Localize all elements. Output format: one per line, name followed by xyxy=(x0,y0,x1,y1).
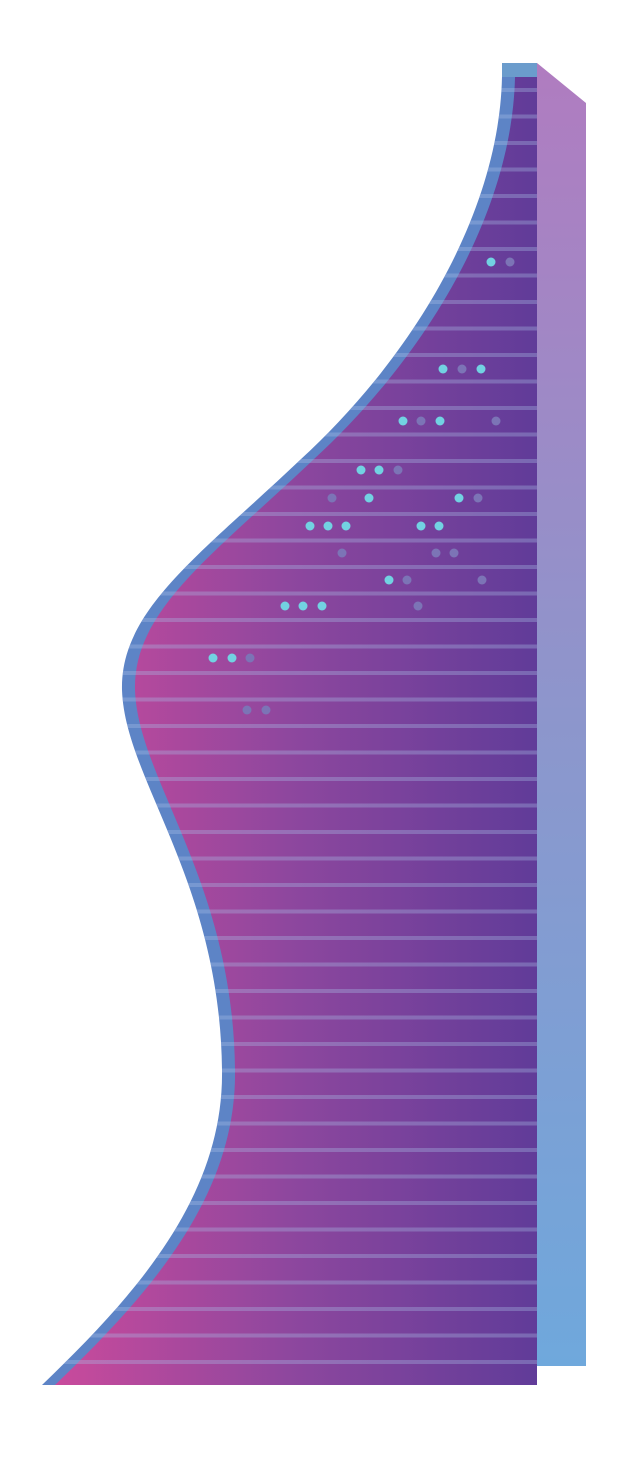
dot xyxy=(245,653,255,663)
dot xyxy=(431,548,441,558)
dot xyxy=(435,416,445,426)
dot xyxy=(384,575,394,585)
dot xyxy=(402,575,412,585)
dot xyxy=(393,465,403,475)
dot xyxy=(374,465,384,475)
dot xyxy=(261,705,271,715)
dot xyxy=(364,493,374,503)
dot xyxy=(242,705,252,715)
shape-fill xyxy=(55,63,537,1385)
dot xyxy=(486,257,496,267)
dot xyxy=(327,493,337,503)
dot xyxy=(476,364,486,374)
dot xyxy=(227,653,237,663)
dot xyxy=(473,493,483,503)
dot xyxy=(280,601,290,611)
dot xyxy=(416,416,426,426)
dot xyxy=(416,521,426,531)
dot xyxy=(457,364,467,374)
dot xyxy=(317,601,327,611)
dot xyxy=(341,521,351,531)
dot xyxy=(438,364,448,374)
dot xyxy=(298,601,308,611)
dot xyxy=(305,521,315,531)
dot xyxy=(434,521,444,531)
top-cap xyxy=(500,63,537,77)
dot xyxy=(449,548,459,558)
dot xyxy=(413,601,423,611)
dot xyxy=(356,465,366,475)
side-face xyxy=(537,63,586,1366)
dot xyxy=(398,416,408,426)
dot xyxy=(454,493,464,503)
dot xyxy=(337,548,347,558)
dot xyxy=(323,521,333,531)
dot xyxy=(491,416,501,426)
dot xyxy=(477,575,487,585)
dot xyxy=(208,653,218,663)
dots xyxy=(208,257,515,715)
dot xyxy=(505,257,515,267)
